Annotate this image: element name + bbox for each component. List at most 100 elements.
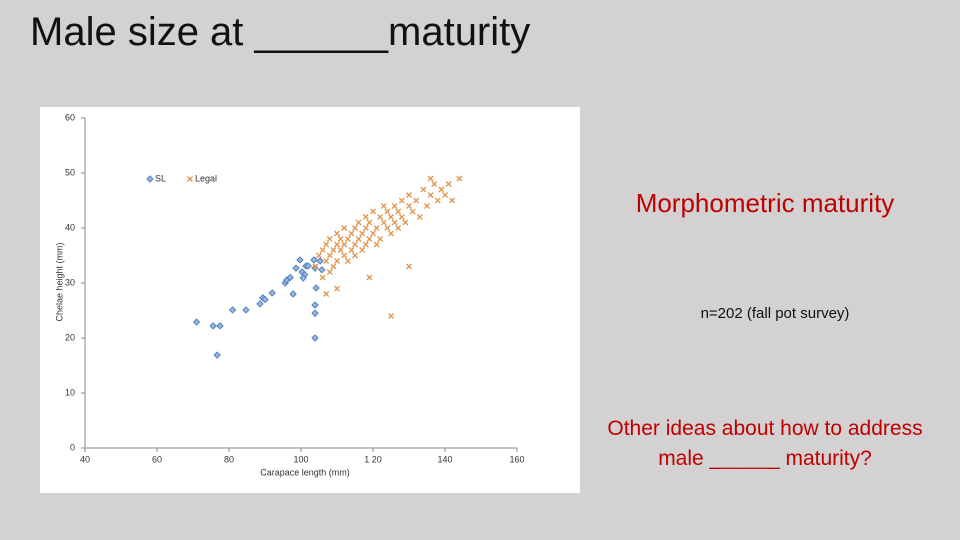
point (311, 309, 319, 317)
point (384, 225, 391, 231)
point (316, 257, 324, 265)
point (268, 289, 276, 297)
point (330, 247, 337, 253)
point (319, 274, 326, 281)
x-tick-label: 80 (224, 454, 234, 464)
point (391, 219, 398, 226)
annotation: Other ideas about how to address male __… (607, 417, 923, 470)
point (310, 256, 318, 264)
point (431, 181, 438, 187)
point (341, 252, 348, 259)
annotation: n=202 (fall pot survey) (700, 305, 850, 322)
point (395, 208, 402, 215)
point (380, 203, 387, 209)
point (377, 236, 384, 242)
point (192, 318, 201, 326)
point (362, 241, 369, 248)
point (213, 351, 221, 359)
point (323, 258, 330, 264)
point (377, 214, 384, 220)
point (359, 230, 366, 237)
point (373, 225, 380, 231)
legend-marker (146, 175, 154, 183)
point (427, 175, 434, 182)
point (296, 256, 304, 264)
point (326, 269, 333, 275)
point (355, 236, 362, 242)
point (334, 285, 340, 292)
point (373, 241, 380, 248)
point (311, 301, 319, 309)
y-tick-label: 0 (70, 442, 75, 452)
y-tick-label: 60 (65, 112, 75, 122)
x-tick-label: 160 (509, 454, 524, 464)
point (456, 175, 463, 182)
point (366, 236, 373, 242)
point (352, 225, 358, 231)
point (299, 274, 307, 282)
point (445, 181, 452, 187)
point (388, 230, 394, 237)
point (348, 230, 355, 237)
point (312, 263, 319, 270)
point (424, 203, 430, 209)
point (406, 203, 412, 209)
point (282, 276, 291, 284)
point (304, 262, 312, 270)
point (413, 197, 420, 204)
y-axis-label: Chelae height (mm) (54, 242, 64, 321)
point (311, 264, 319, 272)
x-tick-label: 1 20 (364, 454, 382, 464)
point (416, 214, 423, 220)
point (388, 214, 394, 220)
point (384, 208, 391, 215)
point (370, 230, 376, 237)
point (406, 263, 412, 270)
point (380, 219, 387, 226)
x-tick-label: 40 (80, 454, 90, 464)
chart-background (40, 107, 580, 493)
point (420, 186, 427, 193)
point (427, 192, 434, 198)
point (359, 247, 366, 253)
point (438, 186, 445, 193)
point (216, 322, 224, 330)
point (318, 266, 326, 274)
point (337, 236, 344, 242)
x-tick-label: 140 (437, 454, 452, 464)
point (406, 192, 412, 198)
point (242, 306, 250, 314)
point (391, 203, 398, 209)
legend-label: Legal (195, 173, 217, 183)
legend-marker (187, 176, 193, 182)
point (402, 219, 409, 226)
point (334, 241, 340, 248)
point (398, 197, 405, 204)
point (319, 247, 326, 253)
y-tick-label: 50 (65, 167, 75, 177)
point (326, 252, 333, 259)
point (362, 225, 369, 231)
point (355, 219, 362, 226)
point (352, 252, 358, 259)
x-tick-label: 60 (152, 454, 162, 464)
point (344, 236, 351, 242)
annotation: Morphometric maturity (635, 188, 895, 218)
point (348, 247, 355, 253)
point (337, 247, 344, 253)
point (289, 290, 297, 298)
point (256, 300, 264, 308)
point (362, 214, 369, 220)
slide-title: Male size at ______maturity (30, 10, 531, 54)
point (228, 306, 237, 314)
legend-label: SL (155, 173, 166, 183)
point (334, 230, 340, 237)
point (442, 192, 448, 198)
point (366, 274, 373, 281)
point (323, 291, 330, 297)
point (323, 241, 330, 248)
point (449, 197, 456, 204)
y-tick-label: 30 (65, 277, 75, 287)
chart: Carapace length (mm) Chelae height (mm) … (40, 107, 580, 493)
